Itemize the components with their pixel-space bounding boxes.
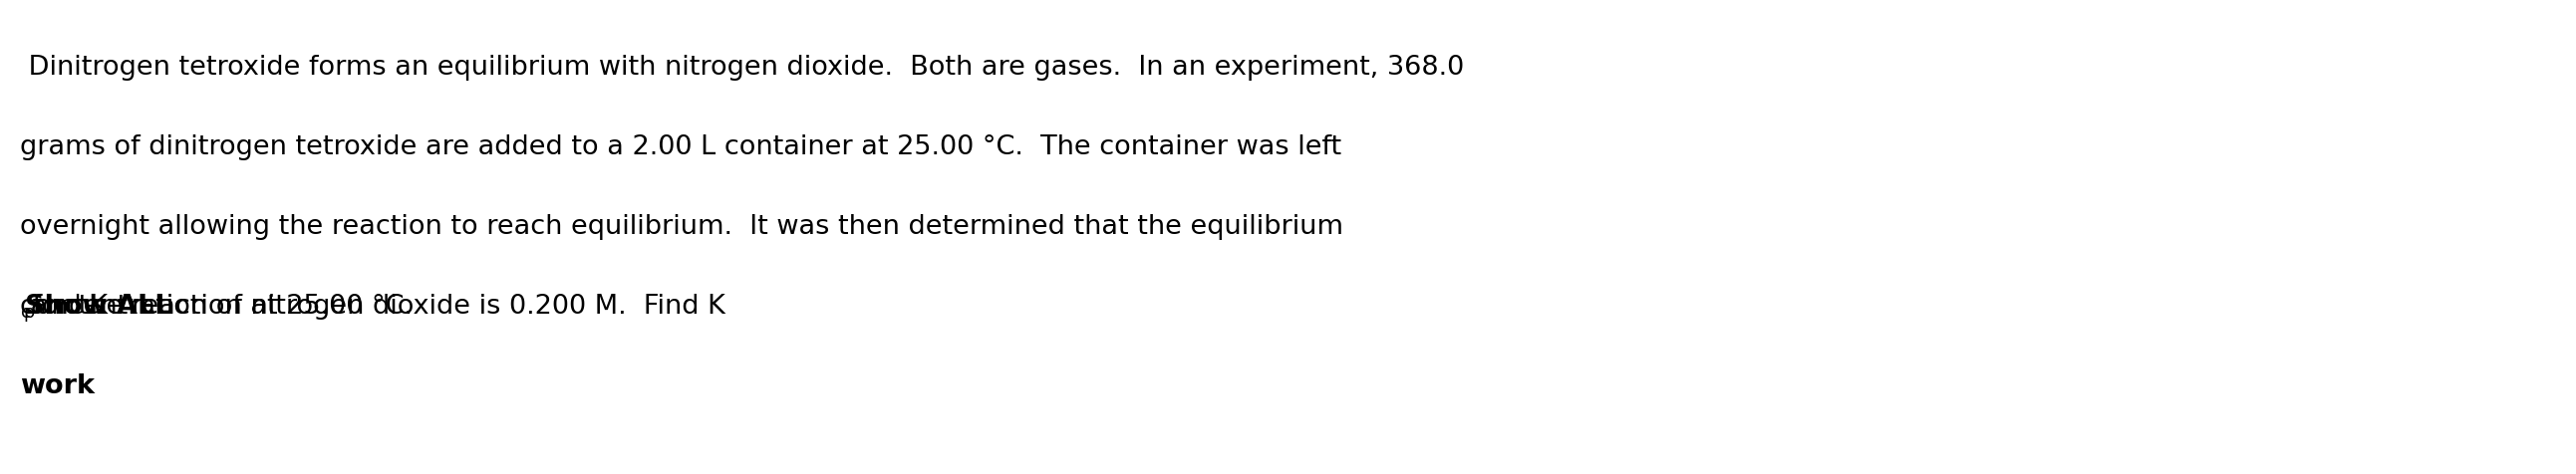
Text: concentration of nitrogen dioxide is 0.200 M.  Find K: concentration of nitrogen dioxide is 0.2… [21, 293, 726, 319]
Text: c: c [21, 303, 31, 321]
Text: grams of dinitrogen tetroxide are added to a 2.00 L container at 25.00 °C.  The : grams of dinitrogen tetroxide are added … [21, 134, 1342, 160]
Text: work: work [21, 373, 95, 399]
Text: for the reaction at 25.00 °C.: for the reaction at 25.00 °C. [23, 293, 430, 319]
Text: and K: and K [23, 293, 108, 319]
Text: overnight allowing the reaction to reach equilibrium.  It was then determined th: overnight allowing the reaction to reach… [21, 214, 1342, 239]
Text: Dinitrogen tetroxide forms an equilibrium with nitrogen dioxide.  Both are gases: Dinitrogen tetroxide forms an equilibriu… [21, 55, 1463, 81]
Text: p: p [23, 303, 33, 321]
Text: Show ALL: Show ALL [26, 293, 173, 319]
